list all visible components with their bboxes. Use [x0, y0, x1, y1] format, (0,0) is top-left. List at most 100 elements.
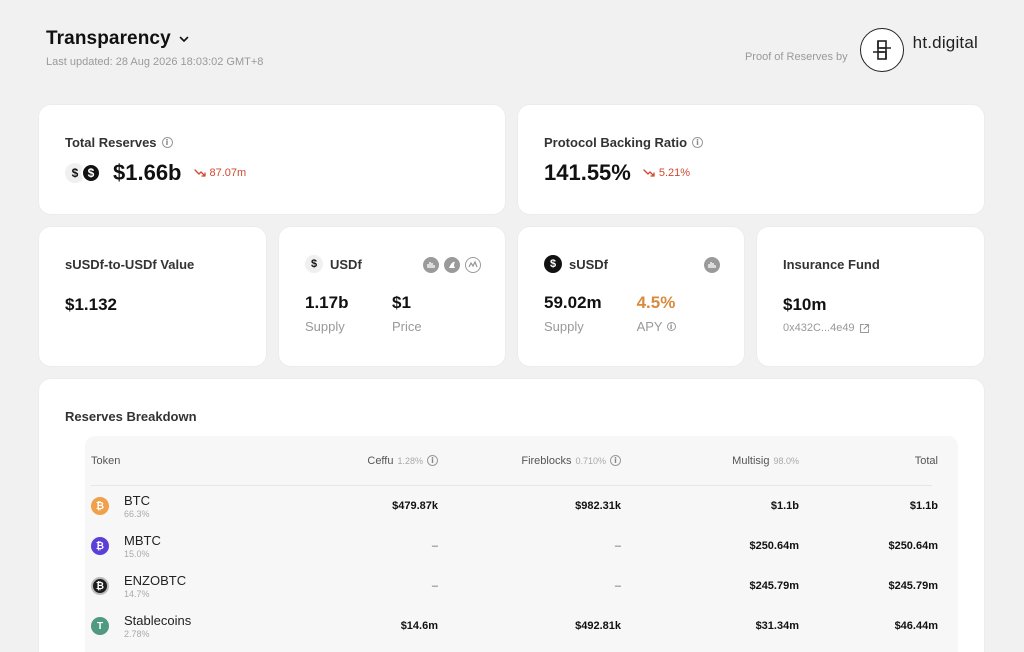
susdf-value-value: $1.132	[65, 295, 117, 314]
protocol-a-icon[interactable]	[704, 257, 720, 273]
susdf-supply-value: 59.02m	[544, 293, 602, 312]
usdf-price-label: Price	[392, 319, 422, 334]
info-icon[interactable]: i	[692, 137, 704, 148]
cell-multisig: $1.1b	[770, 500, 799, 512]
susdf-apy-value: 4.5%	[636, 293, 676, 312]
token-share: 66.3%	[124, 508, 150, 519]
col-fireblocks-label: Fireblocks	[521, 454, 572, 467]
ht-digital-logo-icon[interactable]	[859, 28, 904, 72]
table-header: Token Ceffu 1.28% i Fireblocks 0.710% i …	[91, 436, 938, 486]
col-token: Token	[91, 454, 121, 467]
total-reserves-label: Total Reserves	[65, 135, 157, 150]
page-title: Transparency	[46, 28, 171, 49]
chevron-down-icon	[179, 36, 189, 42]
external-link-icon	[859, 323, 869, 333]
coin-pair-icon: $ $	[65, 163, 101, 183]
cell-ceffu: $14.6m	[400, 620, 438, 632]
backing-ratio-change-value: 5.21%	[658, 167, 691, 179]
total-reserves-change-value: 87.07m	[209, 167, 247, 179]
token-share: 14.7%	[124, 588, 150, 599]
susdf-coin-icon: $	[544, 255, 562, 273]
cell-total: $245.79m	[888, 580, 938, 592]
partner-icons	[423, 257, 481, 273]
cell-total: $250.64m	[888, 540, 938, 552]
trend-down-icon	[643, 169, 655, 177]
usdf-label: USDf	[330, 256, 362, 272]
protocol-c-icon[interactable]	[465, 257, 481, 273]
insurance-fund-card: Insurance Fund $10m 0x432C...4e49	[757, 227, 984, 366]
protocol-b-icon[interactable]	[444, 257, 460, 273]
total-reserves-value: $1.66b	[113, 160, 182, 185]
susdf-supply-label: Supply	[544, 319, 584, 334]
enzobtc-token-icon: ₿	[91, 577, 109, 595]
susdf-coin-icon: $	[81, 163, 101, 183]
cell-multisig: $250.64m	[749, 540, 799, 552]
reserves-table: Token Ceffu 1.28% i Fireblocks 0.710% i …	[85, 436, 958, 652]
insurance-label: Insurance Fund	[783, 257, 880, 272]
susdf-label: sUSDf	[569, 256, 609, 272]
col-fireblocks-pct: 0.710%	[575, 455, 606, 466]
partner-icons	[704, 257, 720, 273]
backing-ratio-change: 5.21%	[643, 167, 690, 179]
col-multisig-label: Multisig	[732, 454, 770, 467]
cell-ceffu: $479.87k	[392, 500, 438, 512]
total-reserves-change: 87.07m	[193, 167, 247, 179]
usdf-supply-value: 1.17b	[305, 293, 349, 312]
table-row[interactable]: ₿ BTC 66.3% $479.87k $982.31k $1.1b $1.1…	[91, 486, 938, 526]
token-name: BTC	[124, 492, 150, 508]
btc-token-icon: ₿	[91, 497, 109, 515]
backing-ratio-value: 141.55%	[544, 160, 631, 185]
trend-down-icon	[193, 169, 206, 177]
cell-multisig: $31.34m	[755, 620, 799, 632]
token-share: 2.78%	[124, 628, 150, 639]
usdf-card: $ USDf 1.17b Supply $1 Price	[279, 227, 505, 366]
cell-fireblocks: –	[614, 540, 621, 552]
info-icon[interactable]: i	[666, 322, 676, 331]
reserves-title: Reserves Breakdown	[65, 409, 197, 424]
susdf-apy-label: APY	[636, 319, 663, 334]
cell-multisig: $245.79m	[749, 580, 799, 592]
reserves-breakdown-card: Reserves Breakdown Token Ceffu 1.28% i F…	[39, 379, 984, 652]
col-ceffu-pct: 1.28%	[397, 455, 423, 466]
insurance-value: $10m	[783, 295, 827, 314]
table-row[interactable]: ₿ MBTC 15.0% – – $250.64m $250.64m	[91, 526, 938, 566]
col-ceffu-label: Ceffu	[367, 454, 394, 467]
info-icon[interactable]: i	[161, 137, 173, 148]
transparency-dropdown[interactable]: Transparency	[46, 28, 263, 50]
insurance-address-link[interactable]: 0x432C...4e49	[783, 322, 958, 334]
insurance-address: 0x432C...4e49	[783, 322, 855, 334]
col-multisig: Multisig 98.0%	[621, 455, 799, 467]
cell-fireblocks: $492.81k	[575, 620, 621, 632]
cell-total: $46.44m	[894, 620, 938, 632]
susdf-card: $ sUSDf 59.02m Supply 4.5% APY i	[518, 227, 744, 366]
proof-label: Proof of Reserves by	[744, 51, 848, 63]
cell-ceffu: –	[431, 540, 438, 552]
token-share: 15.0%	[124, 548, 150, 559]
cell-fireblocks: $982.31k	[575, 500, 621, 512]
susdf-value-label: sUSDf-to-USDf Value	[65, 257, 195, 272]
usdf-coin-icon: $	[305, 255, 323, 273]
token-name: MBTC	[124, 532, 161, 548]
col-fireblocks: Fireblocks 0.710% i	[438, 455, 621, 467]
brand-name: ht.digital	[912, 33, 978, 52]
usdf-coin-icon: $	[65, 163, 85, 183]
last-updated-text: Last updated: 28 Aug 2026 18:03:02 GMT+8	[46, 56, 264, 68]
mbtc-token-icon: ₿	[91, 537, 109, 555]
backing-ratio-card: Protocol Backing Ratio i 141.55% 5.21%	[518, 105, 984, 214]
cell-fireblocks: –	[614, 580, 621, 592]
col-total: Total	[914, 454, 938, 467]
table-row[interactable]: T Stablecoins 2.78% $14.6m $492.81k $31.…	[91, 606, 938, 646]
info-icon[interactable]: i	[427, 455, 438, 466]
info-icon[interactable]: i	[610, 455, 621, 466]
usdf-supply-label: Supply	[305, 319, 345, 334]
token-name: ENZOBTC	[124, 572, 187, 588]
proof-of-reserves: Proof of Reserves by ht.digital	[745, 28, 978, 72]
backing-ratio-label: Protocol Backing Ratio	[544, 135, 688, 150]
usdf-price-value: $1	[392, 293, 411, 312]
stablecoins-token-icon: T	[91, 617, 109, 635]
cell-ceffu: –	[431, 580, 438, 592]
protocol-a-icon[interactable]	[423, 257, 439, 273]
table-row[interactable]: ₿ ENZOBTC 14.7% – – $245.79m $245.79m	[91, 566, 938, 606]
total-reserves-card: Total Reserves i $ $ $1.66b 87.07m	[39, 105, 505, 214]
col-ceffu: Ceffu 1.28% i	[291, 455, 438, 467]
